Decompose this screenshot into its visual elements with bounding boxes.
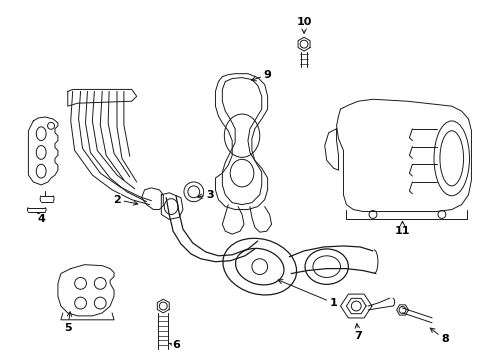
Text: 3: 3 bbox=[197, 190, 214, 200]
Text: 10: 10 bbox=[296, 18, 311, 33]
Text: 4: 4 bbox=[37, 212, 45, 224]
Text: 7: 7 bbox=[354, 324, 361, 341]
Text: 11: 11 bbox=[394, 221, 409, 236]
Text: 6: 6 bbox=[168, 341, 180, 350]
Text: 8: 8 bbox=[429, 328, 448, 345]
Text: 2: 2 bbox=[113, 195, 138, 205]
Text: 1: 1 bbox=[278, 280, 337, 308]
Text: 5: 5 bbox=[64, 312, 72, 333]
Text: 9: 9 bbox=[251, 69, 271, 81]
